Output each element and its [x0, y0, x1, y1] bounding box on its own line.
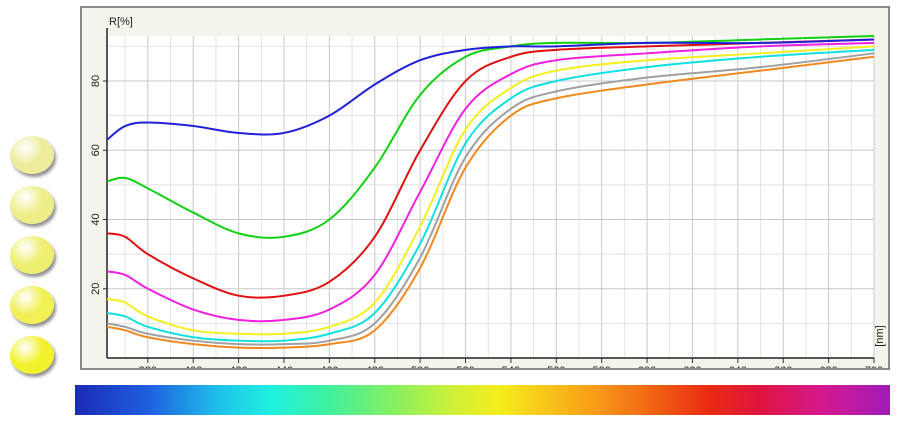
x-tick-label: 400 — [184, 365, 202, 368]
swatch-1 — [10, 136, 54, 174]
x-tick-label: 580 — [593, 365, 611, 368]
x-tick-label: 680 — [819, 365, 837, 368]
spectrum-color-bar — [75, 385, 890, 415]
series-line-1 — [106, 38, 875, 141]
x-tick-label: 640 — [729, 365, 747, 368]
x-axis-label: [nm] — [874, 325, 886, 346]
x-tick-label: 700 — [865, 365, 883, 368]
series-line-4 — [106, 41, 875, 323]
series-line-5 — [106, 45, 875, 336]
x-tick-label: 520 — [456, 365, 474, 368]
chart-svg: 380 400 420 440 460 480 500 520 540 560 580 600 620 6… — [90, 16, 886, 368]
reflectance-chart: 380 400 420 440 460 480 500 520 540 560 580 600 620 6… — [80, 6, 890, 370]
swatch-2 — [10, 186, 54, 224]
y-axis-label: R[%] — [109, 16, 133, 28]
swatch-4 — [10, 286, 54, 324]
series-line-3 — [106, 38, 875, 299]
y-tick-label: 20 — [90, 283, 102, 295]
series-line-7 — [106, 52, 875, 346]
x-tick-label: 620 — [683, 365, 701, 368]
x-tick-label: 600 — [638, 365, 656, 368]
x-tick-label: 440 — [275, 365, 293, 368]
x-tick-label: 660 — [774, 365, 792, 368]
x-tick-label: 480 — [366, 365, 384, 368]
y-tick-label: 60 — [90, 144, 102, 156]
series-line-8 — [106, 55, 875, 350]
x-tick-label: 420 — [229, 365, 247, 368]
x-tick-label: 540 — [502, 365, 520, 368]
y-tick-label: 40 — [90, 213, 102, 225]
swatch-3 — [10, 236, 54, 274]
series-line-6 — [106, 48, 875, 343]
x-tick-label: 560 — [547, 365, 565, 368]
x-tick-label: 460 — [320, 365, 338, 368]
x-tick-label: 500 — [411, 365, 429, 368]
y-tick-label: 80 — [90, 75, 102, 87]
x-tick-label: 380 — [139, 365, 157, 368]
plot-area — [107, 36, 874, 358]
swatch-5 — [10, 336, 54, 374]
